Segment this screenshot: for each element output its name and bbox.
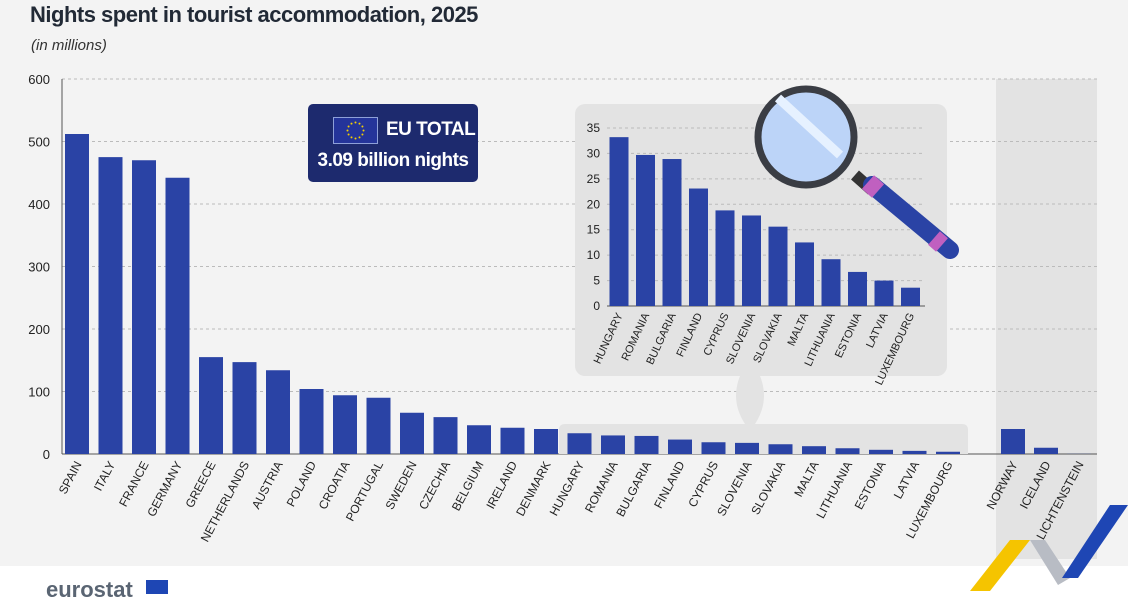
x-tick-label: LATVIA xyxy=(891,459,922,501)
x-tick-label: FRANCE xyxy=(116,459,152,509)
bar-croatia xyxy=(333,395,357,454)
x-tick-label: BULGARIA xyxy=(613,459,654,519)
inset-bar-bulgaria xyxy=(663,159,682,306)
bar-cyprus xyxy=(702,442,726,454)
bar-malta xyxy=(802,446,826,454)
inset-y-tick-label: 20 xyxy=(587,197,601,211)
inset-y-tick-label: 10 xyxy=(587,248,601,262)
x-tick-label: SWEDEN xyxy=(383,459,420,512)
inset-bar-estonia xyxy=(848,272,867,306)
eurostat-logo: eurostat xyxy=(46,577,133,603)
inset-connector xyxy=(736,376,764,424)
x-tick-label: CROATIA xyxy=(316,459,353,512)
inset-y-tick-label: 15 xyxy=(587,223,601,237)
bar-slovakia xyxy=(769,444,793,454)
bar-luxembourg xyxy=(936,452,960,454)
bar-portugal xyxy=(367,398,391,454)
bar-estonia xyxy=(869,450,893,454)
bar-bulgaria xyxy=(635,436,659,454)
bar-spain xyxy=(65,134,89,454)
eu-total-box: EU TOTAL 3.09 billion nights xyxy=(308,104,478,182)
y-tick-label: 100 xyxy=(28,385,50,400)
bar-lithuania xyxy=(836,448,860,454)
bar-austria xyxy=(266,370,290,454)
bar-norway xyxy=(1001,429,1025,454)
bar-hungary xyxy=(568,433,592,454)
bar-romania xyxy=(601,435,625,454)
inset-y-tick-label: 25 xyxy=(587,172,601,186)
bar-italy xyxy=(99,157,123,454)
bar-germany xyxy=(166,178,190,454)
bar-latvia xyxy=(903,451,927,454)
x-tick-label: GREECE xyxy=(182,459,218,510)
bar-netherlands xyxy=(233,362,257,454)
bar-poland xyxy=(300,389,324,454)
eu-total-label: EU TOTAL xyxy=(386,119,475,141)
x-tick-label: POLAND xyxy=(284,459,320,509)
bar-finland xyxy=(668,440,692,454)
x-tick-label: IRELAND xyxy=(483,459,520,512)
y-tick-label: 400 xyxy=(28,197,50,212)
inset-bar-romania xyxy=(636,155,655,306)
inset-bar-slovenia xyxy=(742,215,761,306)
x-tick-label: ROMANIA xyxy=(582,459,621,515)
x-tick-label: FINLAND xyxy=(651,459,688,511)
inset-bar-slovakia xyxy=(769,227,788,306)
x-tick-label: CZECHIA xyxy=(416,459,453,512)
inset-bar-luxembourg xyxy=(901,288,920,306)
x-tick-label: ITALY xyxy=(91,459,118,493)
x-tick-label: SPAIN xyxy=(56,459,85,497)
bar-slovenia xyxy=(735,443,759,454)
bar-belgium xyxy=(467,425,491,454)
eu-flag-icon xyxy=(333,117,378,144)
inset-y-tick-label: 30 xyxy=(587,146,601,160)
inset-bar-cyprus xyxy=(716,210,735,306)
bar-denmark xyxy=(534,429,558,454)
inset-bar-lithuania xyxy=(822,259,841,306)
bar-sweden xyxy=(400,413,424,454)
y-tick-label: 600 xyxy=(28,72,50,87)
inset-y-tick-label: 0 xyxy=(593,299,600,313)
bar-czechia xyxy=(434,417,458,454)
inset-bar-hungary xyxy=(610,137,629,306)
non-eu-panel xyxy=(996,79,1097,559)
x-tick-label: ESTONIA xyxy=(852,459,889,512)
y-tick-label: 300 xyxy=(28,260,50,275)
x-tick-label: HUNGARY xyxy=(547,459,587,518)
x-tick-label: CYPRUS xyxy=(685,459,721,510)
bar-ireland xyxy=(501,428,525,454)
y-tick-label: 500 xyxy=(28,135,50,150)
y-tick-label: 200 xyxy=(28,322,50,337)
bar-iceland xyxy=(1034,448,1058,454)
inset-y-tick-label: 35 xyxy=(587,121,601,135)
inset-bar-malta xyxy=(795,242,814,306)
x-tick-label: AUSTRIA xyxy=(249,459,286,511)
eu-flag-icon xyxy=(146,580,168,594)
y-tick-label: 0 xyxy=(43,447,50,462)
x-tick-label: SLOVAKIA xyxy=(748,459,788,517)
bar-greece xyxy=(199,357,223,454)
x-tick-label: MALTA xyxy=(791,459,821,499)
x-tick-label: BELGIUM xyxy=(449,459,487,513)
inset-y-tick-label: 5 xyxy=(593,274,600,288)
inset-bar-latvia xyxy=(875,281,894,306)
x-tick-label: GERMANY xyxy=(144,459,185,519)
inset-bar-finland xyxy=(689,189,708,306)
bar-france xyxy=(132,160,156,454)
eu-total-value: 3.09 billion nights xyxy=(308,150,478,172)
